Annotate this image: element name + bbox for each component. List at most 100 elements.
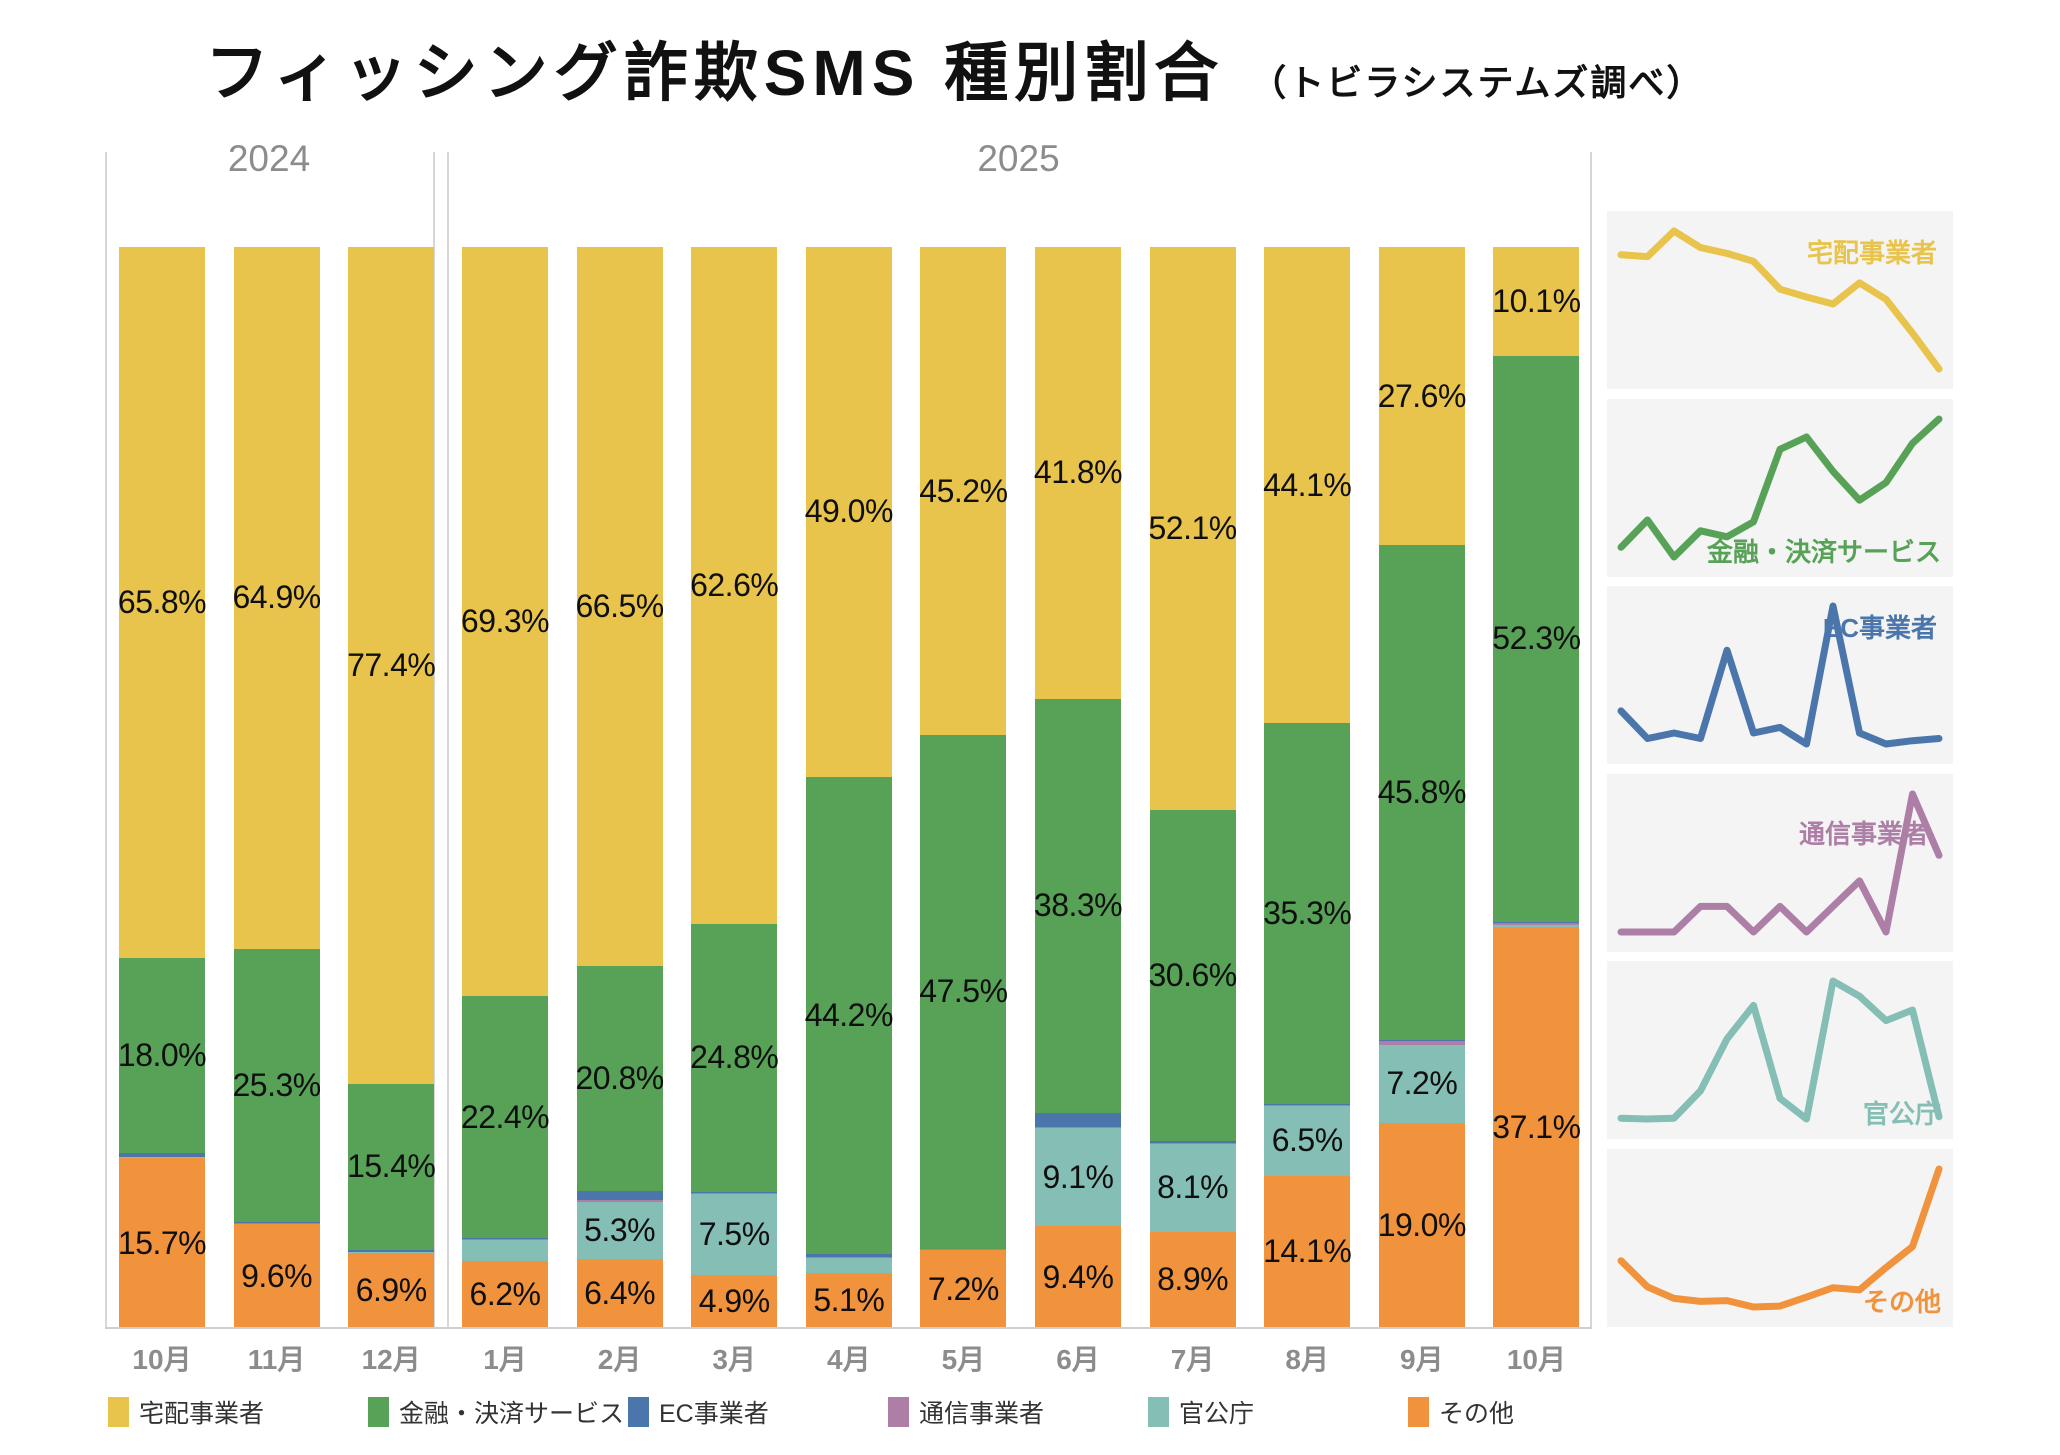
sparkline-path <box>1617 602 1943 748</box>
bar-segment <box>462 1240 548 1261</box>
bar-segment: 22.4% <box>461 996 550 1239</box>
bar-segment: 9.6% <box>233 1224 320 1328</box>
segment-value-label: 7.5% <box>698 1215 770 1252</box>
bar-segment <box>576 1200 663 1202</box>
bar-segment <box>1035 1112 1121 1127</box>
bar-segment <box>348 1252 435 1254</box>
segment-value-label: 5.3% <box>584 1211 656 1248</box>
year-label-2024: 2024 <box>227 138 311 179</box>
bar-segment <box>1149 1142 1236 1145</box>
segment-value-label: 66.5% <box>575 587 664 624</box>
legend: 宅配事業者 金融・決済サービス EC事業者 通信事業者 官公庁 その他 <box>108 1394 1668 1430</box>
x-axis-label: 10月 <box>132 1344 192 1375</box>
bar-segment <box>1149 1140 1236 1143</box>
x-axis-label: 6月 <box>1056 1344 1100 1375</box>
bar-segment: 14.1% <box>1263 1175 1352 1328</box>
legend-item-金融・決済サービス: 金融・決済サービス <box>368 1394 628 1430</box>
bar-segment <box>233 1222 320 1224</box>
bar-segment <box>920 1249 1007 1251</box>
bar-segment: 5.1% <box>805 1272 892 1328</box>
bar-segment <box>805 1256 892 1258</box>
segment-value-label: 38.3% <box>1033 887 1123 924</box>
segment-value-label: 24.8% <box>690 1039 779 1076</box>
segment-value-label: 45.8% <box>1377 774 1467 811</box>
sparkline-宅配事業者: 宅配事業者 <box>1607 211 1953 389</box>
segment-value-label: 14.1% <box>1263 1233 1352 1270</box>
legend-swatch <box>628 1397 649 1427</box>
legend-item-宅配事業者: 宅配事業者 <box>108 1394 368 1430</box>
bar-segment: 64.9% <box>232 247 321 949</box>
segment-value-label: 8.9% <box>1157 1261 1229 1298</box>
x-axis-label: 4月 <box>827 1344 871 1375</box>
bar-segment: 15.7% <box>118 1158 207 1328</box>
segment-value-label: 62.6% <box>690 566 779 603</box>
bar-segment <box>1378 1040 1465 1042</box>
bar-segment <box>119 1156 205 1158</box>
x-axis-label: 8月 <box>1285 1344 1329 1375</box>
segment-value-label: 64.9% <box>232 579 321 616</box>
legend-item-その他: その他 <box>1408 1394 1668 1430</box>
stacked-bar-12月: 77.4% 15.4% 6.9% <box>347 247 436 1328</box>
stacked-bar-6月: 41.8% 38.3% 9.1% 9.4% <box>1033 247 1123 1328</box>
x-axis-label: 7月 <box>1170 1344 1215 1375</box>
x-axis-label: 12月 <box>361 1344 421 1375</box>
bar-segment: 20.8% <box>575 965 664 1191</box>
stacked-bar-2月: 66.5% 20.8% 5.3% 6.4% <box>575 247 664 1328</box>
bar-segment: 52.1% <box>1148 247 1237 811</box>
bar-segment: 62.6% <box>690 247 779 924</box>
bar-segment: 6.2% <box>462 1260 548 1328</box>
segment-value-label: 44.1% <box>1263 466 1352 503</box>
segment-value-label: 35.3% <box>1263 895 1352 932</box>
x-axis-label: 2月 <box>597 1344 642 1375</box>
segment-value-label: 9.4% <box>1042 1258 1114 1295</box>
year-divider-line <box>1590 152 1592 1328</box>
bar-segment <box>348 1251 435 1253</box>
x-axis-label: 9月 <box>1400 1344 1444 1375</box>
segment-value-label: 52.1% <box>1148 510 1237 547</box>
segment-value-label: 25.3% <box>232 1066 321 1103</box>
sparkline-金融・決済サービス: 金融・決済サービス <box>1607 398 1953 577</box>
bar-segment <box>691 1191 778 1194</box>
bar-segment <box>805 1257 892 1273</box>
sparkline-path <box>1617 1165 1943 1311</box>
bar-segment <box>462 1238 548 1240</box>
segment-value-label: 7.2% <box>927 1270 999 1307</box>
year-label-2025: 2025 <box>977 138 1060 179</box>
stacked-bar-11月: 64.9% 25.3% 9.6% <box>232 247 321 1328</box>
x-axis-label: 10月 <box>1506 1344 1566 1375</box>
legend-swatch <box>1148 1397 1169 1427</box>
bar-segment: 38.3% <box>1033 698 1123 1113</box>
bar-segment <box>920 1249 1007 1250</box>
segment-value-label: 37.1% <box>1492 1108 1581 1145</box>
stacked-bar-9月: 27.6% 45.8% 7.2% 19.0% <box>1377 247 1467 1328</box>
x-axis-label: 5月 <box>941 1344 986 1375</box>
bar-segment: 8.9% <box>1149 1231 1236 1328</box>
sparkline-官公庁: 官公庁 <box>1607 961 1953 1140</box>
year-divider-line <box>447 152 449 1328</box>
bar-segment: 37.1% <box>1492 926 1581 1328</box>
segment-value-label: 41.8% <box>1033 454 1123 491</box>
bar-segment <box>920 1248 1007 1250</box>
stacked-bar-4月: 49.0% 44.2% 5.1% <box>804 247 894 1328</box>
segment-value-label: 49.0% <box>804 493 894 530</box>
bar-segment: 19.0% <box>1377 1122 1467 1328</box>
bar-segment <box>805 1254 892 1257</box>
bar-segment <box>1493 922 1580 925</box>
bar-segment: 30.6% <box>1148 810 1237 1141</box>
year-divider-line <box>105 152 107 1328</box>
legend-label: EC事業者 <box>659 1400 769 1428</box>
segment-value-label: 18.0% <box>117 1037 207 1074</box>
segment-value-label: 19.0% <box>1377 1206 1467 1243</box>
bar-segment <box>1035 1126 1121 1128</box>
x-axis-label: 11月 <box>247 1344 306 1375</box>
bar-segment: 15.4% <box>347 1083 436 1251</box>
bar-segment: 6.4% <box>576 1258 663 1328</box>
bar-segment: 66.5% <box>575 247 664 966</box>
sparkline-series-label: 金融・決済サービス <box>1706 536 1941 567</box>
bar-segment: 44.1% <box>1263 247 1352 724</box>
segment-value-label: 7.2% <box>1386 1065 1458 1102</box>
bar-segment: 77.4% <box>347 247 436 1084</box>
stacked-bar-10月: 10.1% 52.3% 37.1% <box>1492 247 1581 1328</box>
bar-segment: 24.8% <box>690 923 779 1192</box>
legend-item-EC事業者: EC事業者 <box>628 1394 888 1430</box>
